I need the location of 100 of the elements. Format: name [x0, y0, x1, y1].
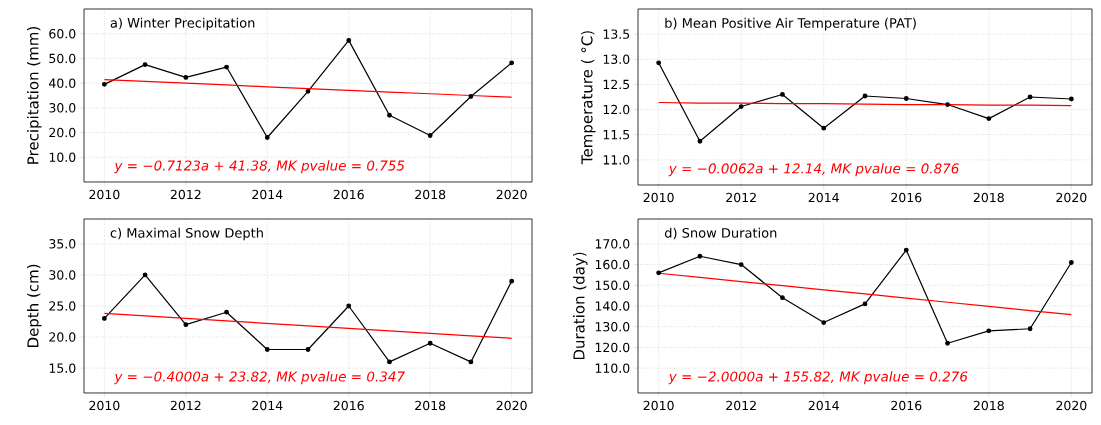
- point: [142, 272, 148, 278]
- x-tick-label: 2010: [89, 400, 120, 411]
- point: [821, 320, 827, 325]
- x-tick-label: 2012: [726, 400, 756, 411]
- point: [697, 253, 703, 259]
- y-tick-label: 13.0: [603, 54, 630, 64]
- point: [305, 88, 311, 94]
- x-tick-label: 2014: [252, 400, 283, 411]
- y-tick-label: 40.0: [49, 78, 76, 88]
- x-tick-label: 2012: [170, 189, 201, 200]
- y-tick-label: 30.0: [49, 270, 76, 280]
- y-tick-label: 12.0: [603, 104, 630, 115]
- x-tick-label: 2018: [973, 192, 1004, 203]
- point: [903, 96, 909, 101]
- x-tick-label: 2018: [415, 400, 446, 411]
- point: [264, 347, 270, 352]
- y-tick-label: 120.0: [595, 342, 630, 353]
- x-tick-label: 2020: [1056, 400, 1087, 411]
- text: c) Maximal Snow Depth: [110, 227, 263, 241]
- x-tick-label: 2016: [891, 400, 922, 411]
- y-tick-label: 170.0: [595, 239, 630, 249]
- point: [656, 270, 662, 276]
- x-tick-label: 2016: [891, 192, 922, 203]
- line-series: [658, 272, 1072, 316]
- x-tick-label: 2020: [496, 189, 527, 200]
- x-tick-label: 2014: [252, 189, 283, 200]
- point: [427, 340, 433, 346]
- line-series: [103, 79, 513, 98]
- y-tick-label: 11.0: [603, 155, 630, 165]
- point: [387, 359, 392, 365]
- point: [427, 133, 433, 138]
- point: [738, 104, 744, 109]
- point: [509, 60, 515, 66]
- y-tick-label: 13.5: [603, 29, 630, 39]
- x-tick-label: 2010: [643, 400, 674, 411]
- point: [697, 138, 703, 144]
- point: [656, 60, 662, 66]
- y-axis-title: Depth (cm): [27, 264, 42, 348]
- point: [738, 262, 744, 267]
- point: [862, 93, 868, 99]
- y-tick-label: 20.0: [49, 332, 76, 342]
- x-tick-label: 2018: [973, 400, 1004, 411]
- x-tick-label: 2012: [726, 192, 756, 203]
- point: [509, 278, 515, 284]
- text: b) Mean Positive Air Temperature (PAT): [665, 17, 916, 31]
- x-tick-label: 2014: [808, 400, 839, 411]
- point: [862, 301, 868, 307]
- point: [945, 102, 950, 107]
- point: [224, 64, 229, 70]
- point: [945, 340, 950, 346]
- y-tick-label: 20.0: [49, 127, 76, 138]
- y-tick-label: 10.0: [49, 152, 76, 162]
- y-tick-label: 35.0: [49, 239, 76, 249]
- point: [468, 359, 474, 365]
- x-tick-label: 2016: [333, 400, 364, 411]
- point: [468, 94, 474, 99]
- x-tick-label: 2010: [643, 192, 674, 203]
- point: [387, 112, 392, 118]
- y-tick-label: 25.0: [49, 301, 76, 311]
- annotation: y = −2.0000a + 155.82, MK pvalue = 0.276: [668, 371, 968, 385]
- annotation: y = −0.0062a + 12.14, MK pvalue = 0.876: [668, 163, 959, 177]
- y-tick-label: 150.0: [595, 280, 630, 290]
- x-tick-label: 2012: [170, 400, 201, 411]
- point: [224, 309, 229, 315]
- annotation: y = −0.7123a + 41.38, MK pvalue = 0.755: [114, 160, 405, 174]
- point: [101, 81, 107, 87]
- y-tick-label: 110.0: [595, 363, 630, 373]
- point: [183, 75, 189, 80]
- point: [986, 116, 992, 122]
- y-tick-label: 30.0: [49, 103, 76, 113]
- x-tick-label: 2010: [89, 189, 120, 200]
- point: [1068, 96, 1074, 102]
- point: [346, 303, 352, 309]
- point: [780, 295, 785, 301]
- y-tick-label: 15.0: [49, 363, 76, 373]
- text: d) Snow Duration: [664, 227, 777, 240]
- y-tick-label: 11.5: [603, 130, 630, 140]
- annotation: y = −0.4000a + 23.82, MK pvalue = 0.347: [114, 371, 405, 385]
- y-tick-label: 140.0: [595, 301, 630, 311]
- y-axis-title: Temperature ( °C): [581, 31, 596, 165]
- point: [1027, 94, 1033, 100]
- point: [183, 322, 189, 328]
- x-tick-label: 2020: [496, 400, 527, 411]
- y-tick-label: 60.0: [49, 28, 76, 39]
- point: [986, 328, 992, 334]
- point: [305, 347, 311, 352]
- y-tick-label: 12.5: [603, 79, 630, 90]
- point: [264, 135, 270, 140]
- y-axis-title: Precipitation (mm): [27, 27, 42, 164]
- point: [101, 316, 107, 321]
- y-tick-label: 50.0: [49, 53, 76, 64]
- x-tick-label: 2018: [415, 189, 446, 200]
- point: [1068, 260, 1074, 265]
- point: [780, 92, 785, 97]
- point: [142, 62, 148, 67]
- text: a) Winter Precipitation: [110, 17, 255, 31]
- x-tick-label: 2016: [333, 189, 364, 200]
- y-axis-title: Duration (day): [573, 252, 588, 360]
- x-tick-label: 2020: [1056, 192, 1087, 203]
- point: [903, 247, 909, 253]
